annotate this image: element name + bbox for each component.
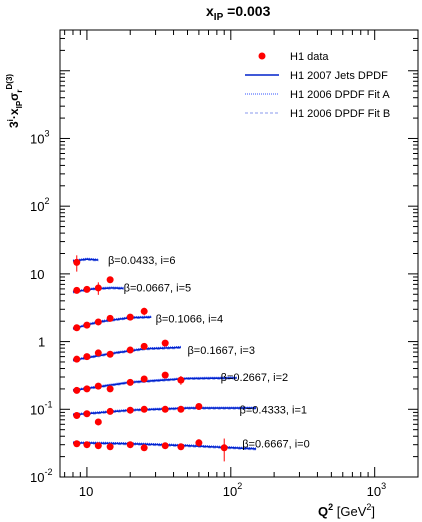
data-point xyxy=(126,406,134,414)
data-point xyxy=(161,339,169,347)
data-point xyxy=(161,405,169,413)
data-point xyxy=(106,407,114,415)
data-point xyxy=(140,405,148,413)
data-point xyxy=(126,441,134,449)
data-point xyxy=(140,444,148,452)
fitA-curve xyxy=(72,345,181,360)
fitA-curve xyxy=(72,315,152,329)
series-label: β=0.0667, i=5 xyxy=(124,282,192,294)
legend-marker xyxy=(258,52,266,60)
data-point xyxy=(94,349,102,357)
fitB-curve xyxy=(72,288,124,294)
fitB-curve xyxy=(72,259,99,263)
fitB-curve xyxy=(72,408,257,417)
data-point xyxy=(94,318,102,326)
data-point xyxy=(106,443,114,451)
x-tick-label: 102 xyxy=(223,481,242,499)
series-labels: β=0.6667, i=0 β=0.4333, i=1 β=0.2667, i=2 β… xyxy=(108,255,310,451)
data-point xyxy=(73,411,81,419)
series-label: β=0.6667, i=0 xyxy=(242,439,310,451)
y-tick-label: 10-1 xyxy=(30,399,52,417)
data-point xyxy=(94,382,102,390)
data-point xyxy=(126,378,134,386)
svg-text:3i·xIPσrD(3): 3i·xIPσrD(3) xyxy=(5,74,24,128)
series-label: β=0.1066, i=4 xyxy=(156,313,224,325)
data-point xyxy=(161,371,169,379)
data-point xyxy=(140,375,148,383)
data-point xyxy=(83,353,91,361)
data-point xyxy=(83,385,91,393)
data-point xyxy=(161,442,169,450)
fitB-curve xyxy=(72,443,257,451)
data-point xyxy=(83,441,91,449)
data-point xyxy=(177,405,185,413)
series-label: β=0.0433, i=6 xyxy=(108,255,176,267)
data-point xyxy=(195,402,203,410)
data-point xyxy=(140,307,148,315)
y-tick-label: 1 xyxy=(38,335,45,350)
y-tick-label: 102 xyxy=(30,196,49,214)
y-tick-label: 10-2 xyxy=(30,467,52,485)
fitB-curve xyxy=(72,378,237,392)
fitB-curve xyxy=(72,317,152,331)
data-point xyxy=(94,442,102,450)
x-tick-label: 10 xyxy=(79,484,93,499)
y-tick-label: 10 xyxy=(30,267,44,282)
legend-label: H1 2006 DPDF Fit A xyxy=(290,89,390,101)
legend: H1 data H1 2007 Jets DPDF H1 2006 DPDF Fit… xyxy=(245,51,390,120)
chart-title: xIP =0.003 xyxy=(206,3,271,23)
legend-label: H1 data xyxy=(290,51,329,63)
data-point xyxy=(94,418,102,426)
data-point xyxy=(177,376,185,384)
data-point xyxy=(83,285,91,293)
series-label: β=0.1667, i=3 xyxy=(187,345,255,357)
data-point xyxy=(94,284,102,292)
data-point xyxy=(73,386,81,394)
y-axis-label: 3i·xIPσrD(3) xyxy=(5,74,24,128)
fitA-curve xyxy=(72,406,257,415)
x-axis-label: Q2 [GeV2] xyxy=(318,502,375,519)
data-point xyxy=(73,355,81,363)
y-tick-label: 103 xyxy=(30,128,49,146)
data-points xyxy=(73,255,228,462)
data-point xyxy=(83,410,91,418)
data-point xyxy=(106,385,114,393)
series-label: β=0.2667, i=2 xyxy=(221,372,289,384)
jets-curve xyxy=(72,287,124,293)
data-point xyxy=(126,346,134,354)
jets-curve xyxy=(72,407,257,416)
data-point xyxy=(195,439,203,447)
data-point xyxy=(106,276,114,284)
fitA-curve xyxy=(72,286,124,292)
axes: 10 102 103 10-2 10-1 1 10 102 103 xyxy=(30,29,419,499)
legend-label: H1 2007 Jets DPDF xyxy=(290,70,388,82)
data-point xyxy=(106,350,114,358)
data-point xyxy=(73,258,81,266)
series-label: β=0.4333, i=1 xyxy=(240,404,308,416)
data-point xyxy=(73,324,81,332)
data-point xyxy=(83,321,91,329)
data-point xyxy=(126,313,134,321)
data-point xyxy=(220,444,228,452)
data-point xyxy=(177,443,185,451)
data-point xyxy=(140,342,148,350)
legend-label: H1 2006 DPDF Fit B xyxy=(290,108,390,120)
x-tick-label: 103 xyxy=(367,481,386,499)
data-point xyxy=(73,440,81,448)
data-point xyxy=(106,314,114,322)
data-point xyxy=(73,286,81,294)
